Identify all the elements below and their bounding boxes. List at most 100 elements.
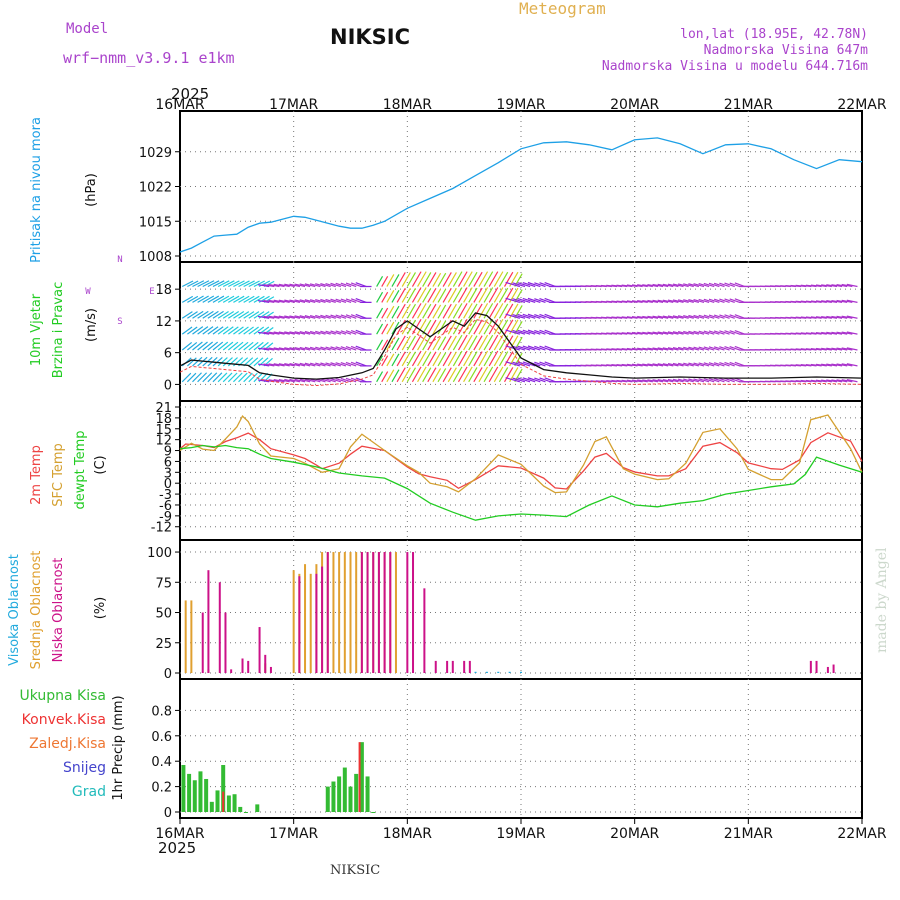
wind-arrow [517, 345, 531, 351]
wind-arrow [606, 348, 618, 351]
wind-arrow [688, 378, 700, 383]
wind-arrow [202, 326, 214, 335]
wind-arrow [309, 346, 321, 351]
low_cloud-bar [412, 552, 415, 673]
wind-arrow [662, 363, 674, 367]
wind-arrow [667, 362, 679, 367]
wind-arrow [677, 378, 689, 383]
wind-arrow [800, 348, 812, 351]
low_cloud-bar [389, 552, 392, 673]
wind-arrow [626, 300, 638, 303]
wind-arrow [621, 316, 633, 319]
wind-arrow [299, 346, 311, 351]
temperature-y-tick-label: -3 [159, 488, 172, 503]
wind-arrow [257, 379, 270, 383]
wind-arrow [611, 300, 623, 303]
wind-arrow [616, 363, 628, 367]
wind-arrow [340, 377, 352, 383]
wind-arrow [688, 362, 700, 367]
wind-arrow [846, 363, 858, 367]
wind-arrow [192, 326, 204, 335]
x-tick-label-bottom: 18MAR [383, 826, 432, 842]
wind-arrow [396, 303, 406, 319]
wind-arrow [335, 377, 347, 383]
low_cloud-bar [463, 660, 466, 673]
wind-arrow [192, 280, 205, 288]
wind-arrow [800, 284, 812, 288]
wind-arrow [243, 372, 253, 383]
wind-arrow [652, 347, 664, 351]
wind-arrow [411, 287, 422, 303]
wind-arrow [406, 303, 417, 319]
precip_total-bar [204, 778, 209, 812]
low_cloud-bar [809, 660, 812, 673]
wind-arrow [539, 313, 551, 319]
wind-arrow [289, 299, 301, 303]
wind-arrow [505, 329, 521, 335]
wind-arrow [621, 332, 633, 335]
wind-arrow [478, 287, 489, 303]
low_cloud-bar [247, 660, 250, 673]
wind-arrow [517, 361, 531, 367]
precip_total-bar [232, 794, 237, 812]
wind-arrow [278, 283, 290, 288]
pressure-y-tick-label: 1015 [139, 215, 172, 230]
wind-arrow [534, 298, 546, 303]
wind-arrow [534, 345, 546, 351]
wind-arrow [345, 377, 357, 383]
wind-arrow [227, 326, 239, 335]
wind-arrow [703, 314, 715, 319]
wind-arrow [517, 329, 531, 335]
wind-arrow [688, 299, 700, 303]
wind-arrow [672, 331, 684, 335]
wind-arrow [713, 346, 725, 351]
wind-arrow [468, 351, 478, 367]
wind-arrow [437, 336, 447, 351]
wind-arrow [212, 356, 223, 367]
wind-arrow [447, 272, 457, 287]
high_cloud-bar [520, 671, 522, 673]
wind-arrow [457, 350, 468, 367]
wind-arrow [227, 357, 238, 367]
wind-speed-line [179, 312, 863, 380]
wind-arrow [376, 339, 384, 351]
wind-arrow [616, 300, 628, 303]
wind-arrow [693, 283, 705, 288]
precipitation-y-tick-label: 0.2 [151, 781, 172, 796]
wind-arrow [396, 272, 406, 287]
wind-arrow [846, 347, 858, 351]
wind-arrow [616, 348, 628, 351]
wind-arrow [463, 303, 473, 319]
wind-arrow [432, 272, 442, 287]
wind-arrow [432, 320, 442, 335]
precip_total-bar [215, 790, 220, 812]
precip_total-bar [221, 765, 226, 812]
wind-arrow [222, 280, 235, 288]
wind-arrow [335, 362, 347, 367]
precip_total-bar [238, 806, 243, 812]
wind-arrow [724, 361, 735, 367]
wind-arrow [330, 362, 342, 367]
wind-arrow [503, 367, 514, 383]
wind-arrow [396, 335, 406, 351]
wind-arrow [703, 330, 715, 335]
wind-arrow [442, 335, 452, 351]
low_cloud-bar [423, 588, 426, 673]
cloud-y-tick-label: 0 [164, 667, 172, 682]
mid_cloud-bar [394, 552, 397, 673]
wind-arrow [505, 297, 521, 303]
wind-arrow [386, 337, 395, 351]
wind-arrow [667, 283, 679, 288]
wind-arrow [181, 372, 192, 383]
wind-arrow [478, 350, 489, 367]
wind-arrow [442, 272, 452, 287]
precip_total-bar [348, 786, 353, 812]
wind-arrow [330, 298, 342, 303]
precip_total-bar [198, 771, 203, 812]
wind-arrow [473, 303, 483, 319]
wind-arrow [437, 368, 447, 383]
wind-arrow [432, 368, 442, 383]
wind-arrow [729, 345, 741, 351]
wind-arrow [683, 330, 694, 335]
wind-arrow [447, 351, 457, 367]
